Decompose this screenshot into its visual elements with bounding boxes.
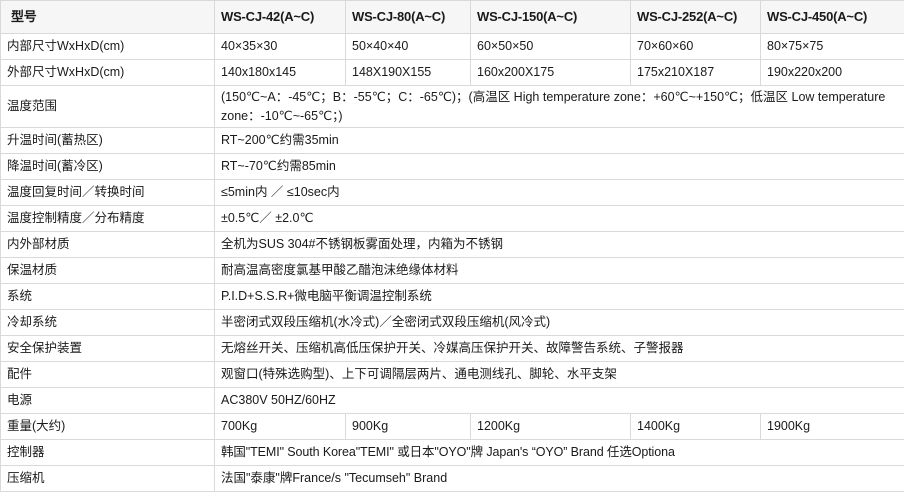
row-label-compressor: 压缩机 (1, 466, 215, 492)
table-row-accuracy: 温度控制精度／分布精度 ±0.5℃／ ±2.0℃ (1, 206, 904, 232)
accuracy-value: ±0.5℃／ ±2.0℃ (215, 206, 904, 232)
system-value: P.I.D+S.S.R+微电脑平衡调温控制系统 (215, 284, 904, 310)
weight-ws-cj-150: 1200Kg (471, 414, 631, 440)
accessories-value: 观窗口(特殊选购型)、上下可调隔层两片、通电测线孔、脚轮、水平支架 (215, 362, 904, 388)
table-row-material: 内外部材质 全机为SUS 304#不锈钢板雾面处理，内箱为不锈钢 (1, 232, 904, 258)
header-model-ws-cj-450: WS-CJ-450(A~C) (761, 1, 904, 34)
row-label-controller: 控制器 (1, 440, 215, 466)
inner-dimension-ws-cj-80: 50×40×40 (346, 34, 471, 60)
row-label-insulation: 保温材质 (1, 258, 215, 284)
outer-dimension-ws-cj-450: 190x220x200 (761, 60, 904, 86)
row-label-power-supply: 电源 (1, 388, 215, 414)
row-label-weight: 重量(大约) (1, 414, 215, 440)
weight-ws-cj-42: 700Kg (215, 414, 346, 440)
compressor-value: 法国"泰康"牌France/s "Tecumseh" Brand (215, 466, 904, 492)
table-row-weight: 重量(大约) 700Kg 900Kg 1200Kg 1400Kg 1900Kg (1, 414, 904, 440)
controller-value: 韩国"TEMI" South Korea"TEMI" 或日本"OYO"牌 Jap… (215, 440, 904, 466)
row-label-heat-up-time: 升温时间(蓄热区) (1, 128, 215, 154)
weight-ws-cj-450: 1900Kg (761, 414, 904, 440)
header-model-ws-cj-42: WS-CJ-42(A~C) (215, 1, 346, 34)
safety-devices-value: 无熔丝开关、压缩机高低压保护开关、冷媒高压保护开关、故障警告系统、子警报器 (215, 336, 904, 362)
table-row-temperature-range: 温度范围 (150℃~A：-45℃；B：-55℃；C：-65℃)；(高温区 Hi… (1, 86, 904, 128)
table-header-row: 型号 WS-CJ-42(A~C) WS-CJ-80(A~C) WS-CJ-150… (1, 1, 904, 34)
header-model-ws-cj-80: WS-CJ-80(A~C) (346, 1, 471, 34)
header-model-ws-cj-252: WS-CJ-252(A~C) (631, 1, 761, 34)
weight-ws-cj-252: 1400Kg (631, 414, 761, 440)
table-row-cooling-system: 冷却系统 半密闭式双段压缩机(水冷式)／全密闭式双段压缩机(风冷式) (1, 310, 904, 336)
cooling-system-value: 半密闭式双段压缩机(水冷式)／全密闭式双段压缩机(风冷式) (215, 310, 904, 336)
power-supply-value: AC380V 50HZ/60HZ (215, 388, 904, 414)
row-label-recovery-time: 温度回复时间／转换时间 (1, 180, 215, 206)
table-row-accessories: 配件 观窗口(特殊选购型)、上下可调隔层两片、通电测线孔、脚轮、水平支架 (1, 362, 904, 388)
inner-dimension-ws-cj-42: 40×35×30 (215, 34, 346, 60)
table-row-outer-dimension: 外部尺寸WxHxD(cm) 140x180x145 148X190X155 16… (1, 60, 904, 86)
table-row-cool-down-time: 降温时间(蓄冷区) RT~-70℃约需85min (1, 154, 904, 180)
insulation-value: 耐高温高密度氯基甲酸乙醋泡沫绝缘体材料 (215, 258, 904, 284)
row-label-cool-down-time: 降温时间(蓄冷区) (1, 154, 215, 180)
cool-down-time-value: RT~-70℃约需85min (215, 154, 904, 180)
row-label-cooling-system: 冷却系统 (1, 310, 215, 336)
recovery-time-value: ≤5min内 ／ ≤10sec内 (215, 180, 904, 206)
temperature-range-value: (150℃~A：-45℃；B：-55℃；C：-65℃)；(高温区 High te… (215, 86, 904, 128)
row-label-inner-dimension: 内部尺寸WxHxD(cm) (1, 34, 215, 60)
outer-dimension-ws-cj-150: 160x200X175 (471, 60, 631, 86)
table-row-safety-devices: 安全保护装置 无熔丝开关、压缩机高低压保护开关、冷媒高压保护开关、故障警告系统、… (1, 336, 904, 362)
row-label-safety-devices: 安全保护装置 (1, 336, 215, 362)
row-label-accuracy: 温度控制精度／分布精度 (1, 206, 215, 232)
table-row-inner-dimension: 内部尺寸WxHxD(cm) 40×35×30 50×40×40 60×50×50… (1, 34, 904, 60)
inner-dimension-ws-cj-150: 60×50×50 (471, 34, 631, 60)
weight-ws-cj-80: 900Kg (346, 414, 471, 440)
table-row-insulation: 保温材质 耐高温高密度氯基甲酸乙醋泡沫绝缘体材料 (1, 258, 904, 284)
inner-dimension-ws-cj-252: 70×60×60 (631, 34, 761, 60)
row-label-temperature-range: 温度范围 (1, 86, 215, 128)
table-row-recovery-time: 温度回复时间／转换时间 ≤5min内 ／ ≤10sec内 (1, 180, 904, 206)
row-label-accessories: 配件 (1, 362, 215, 388)
row-label-material: 内外部材质 (1, 232, 215, 258)
inner-dimension-ws-cj-450: 80×75×75 (761, 34, 904, 60)
table-row-power-supply: 电源 AC380V 50HZ/60HZ (1, 388, 904, 414)
header-model-label: 型号 (1, 1, 215, 34)
table-row-system: 系统 P.I.D+S.S.R+微电脑平衡调温控制系统 (1, 284, 904, 310)
table-row-compressor: 压缩机 法国"泰康"牌France/s "Tecumseh" Brand (1, 466, 904, 492)
material-value: 全机为SUS 304#不锈钢板雾面处理，内箱为不锈钢 (215, 232, 904, 258)
outer-dimension-ws-cj-80: 148X190X155 (346, 60, 471, 86)
heat-up-time-value: RT~200℃约需35min (215, 128, 904, 154)
table-row-heat-up-time: 升温时间(蓄热区) RT~200℃约需35min (1, 128, 904, 154)
row-label-system: 系统 (1, 284, 215, 310)
table-row-controller: 控制器 韩国"TEMI" South Korea"TEMI" 或日本"OYO"牌… (1, 440, 904, 466)
outer-dimension-ws-cj-42: 140x180x145 (215, 60, 346, 86)
row-label-outer-dimension: 外部尺寸WxHxD(cm) (1, 60, 215, 86)
outer-dimension-ws-cj-252: 175x210X187 (631, 60, 761, 86)
specification-sheet: 型号 WS-CJ-42(A~C) WS-CJ-80(A~C) WS-CJ-150… (0, 0, 904, 423)
header-model-ws-cj-150: WS-CJ-150(A~C) (471, 1, 631, 34)
